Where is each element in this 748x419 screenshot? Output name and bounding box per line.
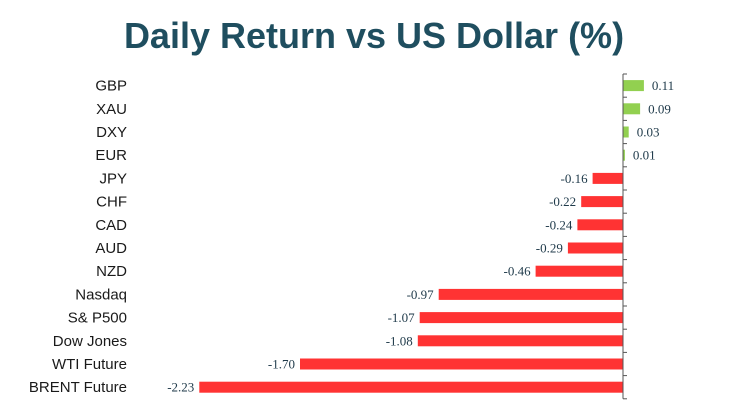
bar [417, 335, 623, 347]
bar [592, 172, 623, 184]
bar [535, 265, 623, 277]
bar [567, 242, 623, 254]
value-label: 0.09 [648, 101, 671, 116]
category-label: GBP [95, 78, 127, 95]
category-label: Nasdaq [75, 286, 127, 303]
value-label: -1.70 [268, 357, 295, 372]
category-label: BRENT Future [29, 379, 127, 396]
value-label: 0.01 [633, 148, 656, 163]
chart-title: Daily Return vs US Dollar (%) [123, 15, 625, 56]
bar [300, 358, 623, 370]
category-label: AUD [95, 240, 127, 257]
category-label: CAD [95, 217, 127, 234]
value-label: -0.16 [561, 171, 589, 186]
category-label: NZD [96, 263, 127, 280]
bar [199, 381, 624, 393]
value-label: 0.11 [652, 78, 674, 93]
bar [623, 126, 629, 138]
category-label: WTI Future [52, 356, 127, 373]
value-label: -0.46 [504, 264, 532, 279]
value-label: -0.29 [536, 241, 563, 256]
value-label: -0.97 [407, 287, 435, 302]
category-label: S& P500 [68, 310, 127, 327]
value-label: -0.22 [549, 194, 576, 209]
category-label: CHF [96, 194, 127, 211]
category-label: EUR [95, 147, 127, 164]
bar [577, 219, 623, 231]
bar [438, 288, 623, 300]
category-label: JPY [99, 170, 127, 187]
bar [623, 103, 641, 115]
value-label: -1.08 [386, 333, 413, 348]
value-label: -1.07 [388, 310, 416, 325]
bar [581, 196, 623, 208]
bar [623, 149, 625, 161]
bar [419, 312, 623, 324]
value-label: -2.23 [167, 380, 194, 395]
category-label: Dow Jones [53, 333, 127, 350]
category-label: XAU [96, 101, 127, 118]
bar [623, 80, 644, 92]
value-label: 0.03 [637, 125, 660, 140]
value-label: -0.24 [545, 217, 573, 232]
category-label: DXY [96, 124, 127, 141]
